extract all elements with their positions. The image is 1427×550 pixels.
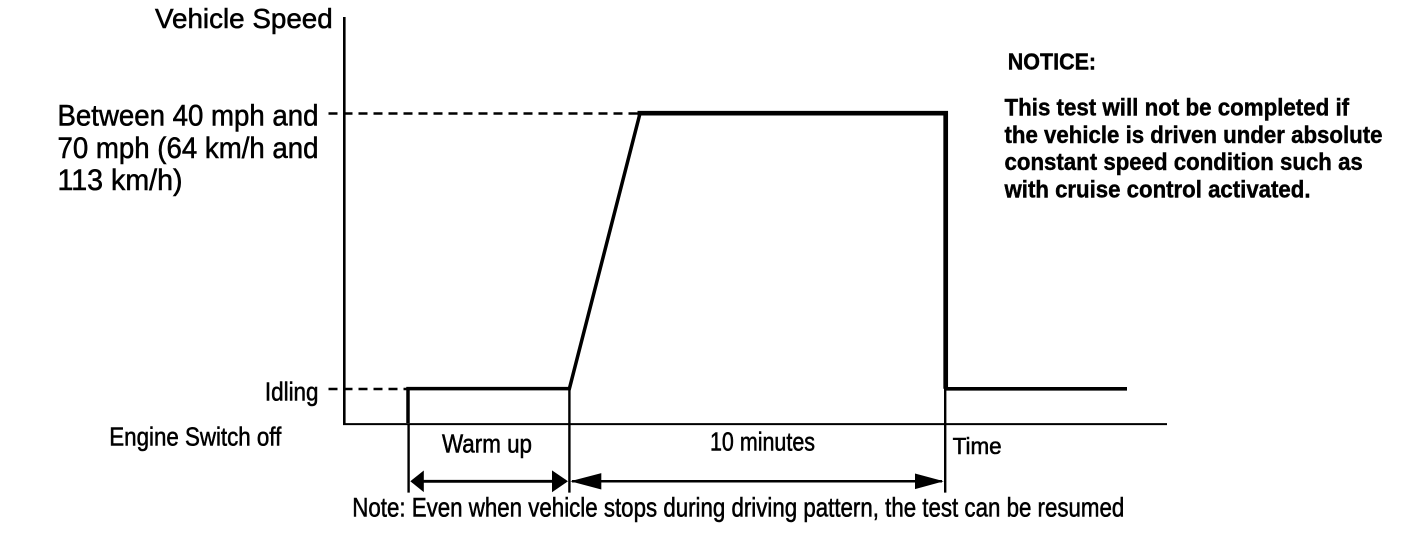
svg-text:Warm up: Warm up <box>442 428 532 458</box>
svg-text:70 mph (64 km/h and: 70 mph (64 km/h and <box>58 132 319 165</box>
svg-text:10 minutes: 10 minutes <box>710 426 815 456</box>
svg-text:Between 40 mph and: Between 40 mph and <box>58 100 319 133</box>
svg-text:the vehicle is driven under ab: the vehicle is driven under absolute <box>1005 122 1383 149</box>
svg-text:Engine Switch off: Engine Switch off <box>109 422 282 452</box>
svg-text:This test will not be complete: This test will not be completed if <box>1005 95 1351 122</box>
svg-text:Time: Time <box>953 433 1002 459</box>
svg-text:113 km/h): 113 km/h) <box>58 164 183 197</box>
svg-text:constant speed condition such: constant speed condition such as <box>1005 149 1363 176</box>
svg-text:Note: Even when vehicle stops: Note: Even when vehicle stops during dri… <box>352 492 1124 522</box>
svg-text:Idling: Idling <box>265 377 319 407</box>
svg-text:Vehicle Speed: Vehicle Speed <box>155 3 333 34</box>
svg-text:with cruise control activated.: with cruise control activated. <box>1004 176 1311 203</box>
svg-text:NOTICE:: NOTICE: <box>1008 48 1096 74</box>
